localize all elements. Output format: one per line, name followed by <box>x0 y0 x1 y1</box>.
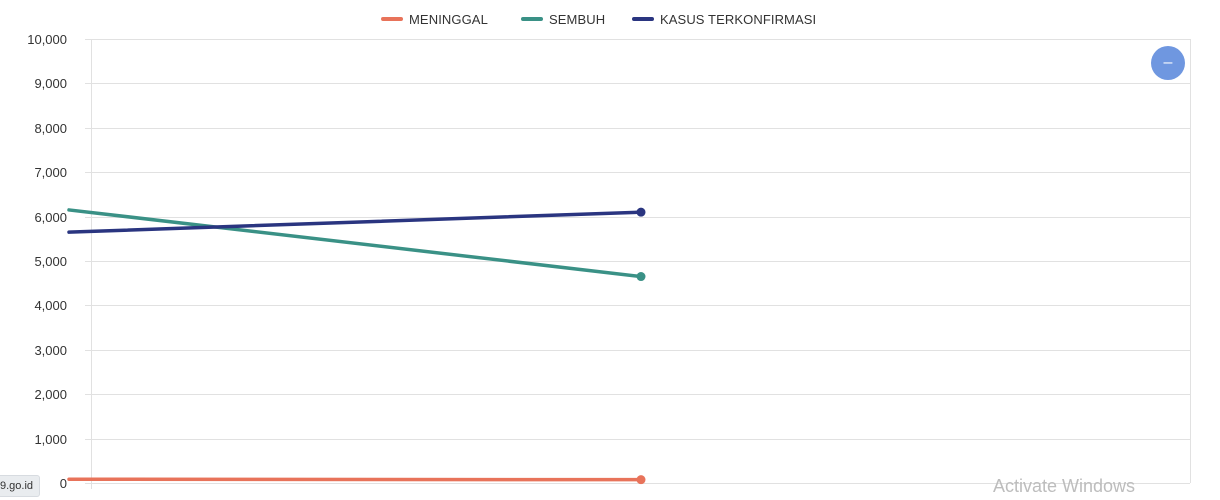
legend-label-meninggal: MENINGGAL <box>409 11 488 27</box>
y-tick-label: 3,000 <box>34 343 67 358</box>
y-tick-label: 1,000 <box>34 432 67 447</box>
data-point-sembuh[interactable] <box>636 272 646 282</box>
y-tick-label: 2,000 <box>34 387 67 402</box>
legend-swatch-kasus-terkonfirmasi <box>632 17 654 21</box>
legend-swatch-sembuh <box>521 17 543 21</box>
collapse-button[interactable]: – <box>1151 46 1185 80</box>
legend-label-kasus-terkonfirmasi: KASUS TERKONFIRMASI <box>660 11 817 27</box>
url-tag: 9.go.id <box>0 475 41 497</box>
y-tick-label: 5,000 <box>34 254 67 269</box>
y-tick-label: 10,000 <box>27 32 67 47</box>
legend-swatch-meninggal <box>381 17 403 21</box>
activate-windows-watermark: Activate Windows <box>993 476 1136 496</box>
legend-item-meninggal[interactable]: MENINGGAL <box>381 8 488 30</box>
series-line-sembuh <box>67 208 643 279</box>
y-tick-label: 7,000 <box>34 165 67 180</box>
y-tick-label: 4,000 <box>34 298 67 313</box>
series-layer <box>67 207 646 485</box>
y-tick-label: 8,000 <box>34 121 67 136</box>
data-point-meninggal[interactable] <box>636 475 646 485</box>
grid-layer <box>85 39 1191 489</box>
y-tick-label: 9,000 <box>34 76 67 91</box>
legend-label-sembuh: SEMBUH <box>549 11 606 27</box>
y-tick-label: 0 <box>60 476 67 491</box>
data-point-kasus-terkonfirmasi[interactable] <box>636 207 646 217</box>
y-axis: 0 1,000 2,000 3,000 4,000 5,000 6,000 7,000 8,00… <box>27 32 67 491</box>
chart-legend: MENINGGAL SEMBUH KASUS TERKONFIRMASI <box>0 8 1220 30</box>
y-tick-label: 6,000 <box>34 210 67 225</box>
legend-item-sembuh[interactable]: SEMBUH <box>521 8 605 30</box>
legend-item-kasus-terkonfirmasi[interactable]: KASUS TERKONFIRMASI <box>632 8 816 30</box>
series-line-kasus-terkonfirmasi <box>67 210 643 234</box>
minus-icon: – <box>1163 54 1173 71</box>
